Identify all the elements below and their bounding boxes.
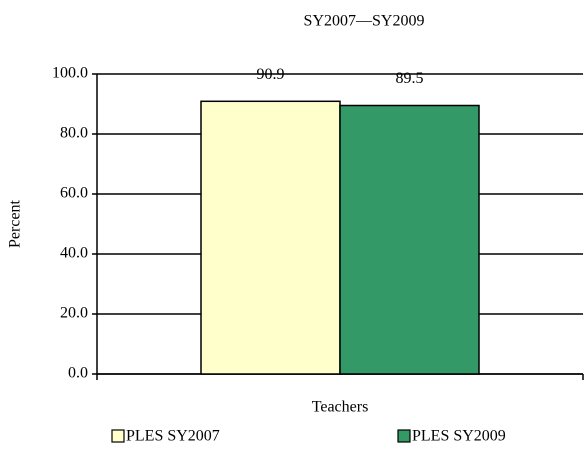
y-tick-label: 40.0 bbox=[60, 245, 88, 262]
x-axis-label: Teachers bbox=[312, 399, 369, 416]
y-axis-label: Percent bbox=[7, 199, 24, 248]
legend-label: PLES SY2007 bbox=[126, 428, 220, 445]
chart-title: SY2007—SY2009 bbox=[304, 13, 425, 30]
y-tick-label: 60.0 bbox=[60, 185, 88, 202]
y-tick-label: 80.0 bbox=[60, 125, 88, 142]
data-label: 90.9 bbox=[257, 66, 285, 83]
legend-swatch bbox=[111, 429, 125, 443]
bar bbox=[339, 104, 480, 375]
y-tick-label: 20.0 bbox=[60, 305, 88, 322]
y-tick-label: 0.0 bbox=[68, 365, 88, 382]
y-tick-label: 100.0 bbox=[52, 65, 88, 82]
data-label: 89.5 bbox=[396, 70, 424, 87]
bar bbox=[200, 100, 341, 375]
legend-swatch bbox=[397, 429, 411, 443]
legend-label: PLES SY2009 bbox=[412, 428, 506, 445]
